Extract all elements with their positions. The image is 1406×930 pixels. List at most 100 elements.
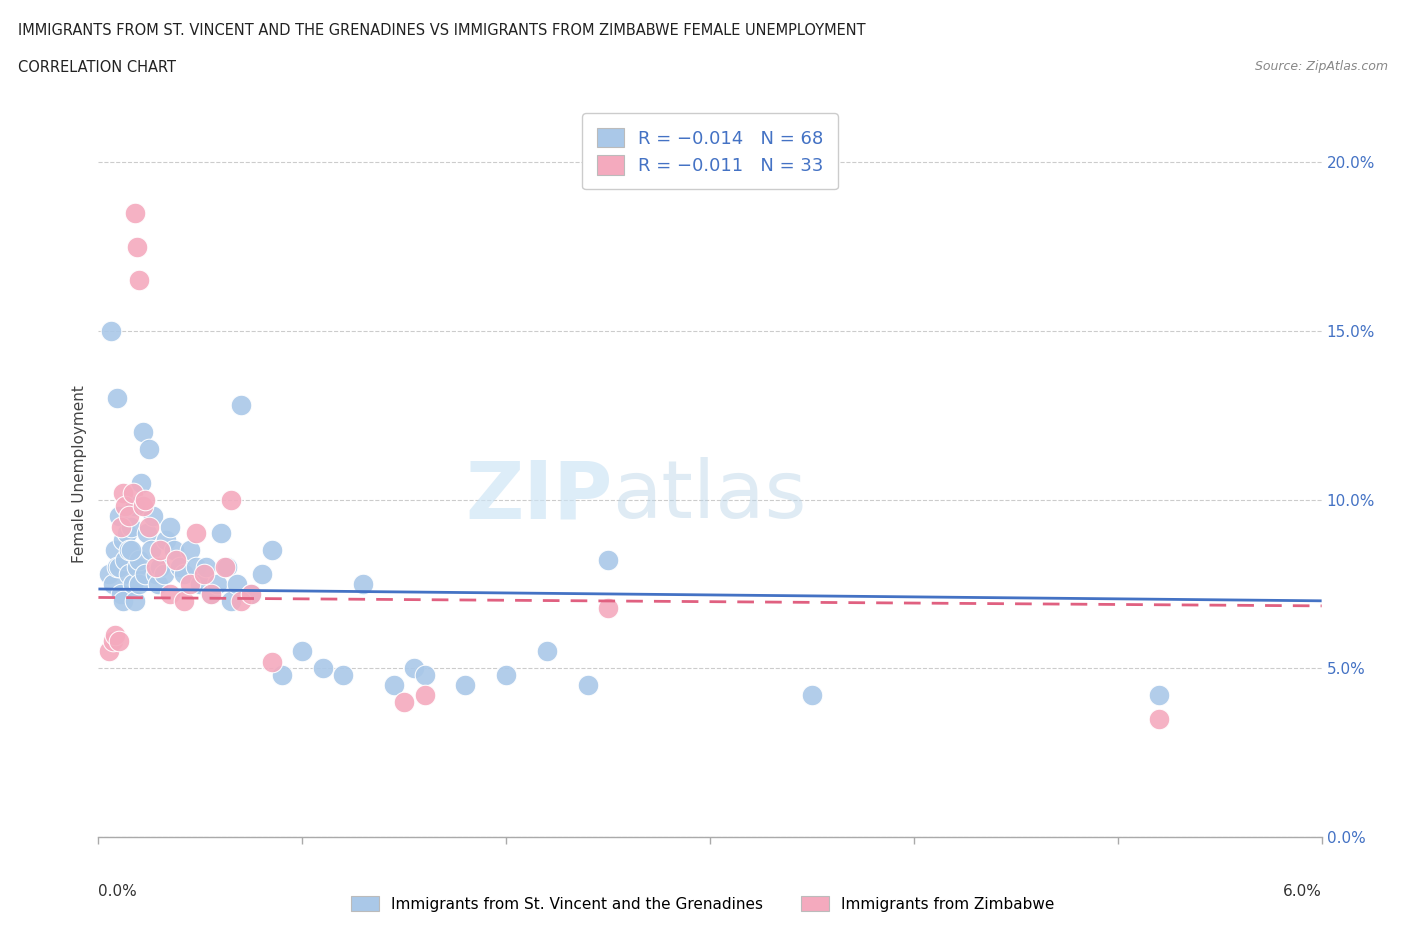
Point [97, 644, 120, 658]
Point [115, 525, 138, 540]
Text: CORRELATION CHART: CORRELATION CHART [18, 60, 176, 75]
Point [145, 566, 167, 581]
Point [193, 566, 215, 581]
Point [159, 519, 181, 534]
Point [159, 587, 181, 602]
Point [240, 587, 263, 602]
Point [141, 543, 163, 558]
Point [155, 533, 177, 548]
Text: Source: ZipAtlas.com: Source: ZipAtlas.com [1254, 60, 1388, 73]
Point [195, 560, 218, 575]
Point [128, 553, 150, 568]
Text: atlas: atlas [612, 457, 807, 535]
Point [122, 485, 145, 500]
Point [104, 627, 127, 642]
Point [97, 566, 120, 581]
Point [124, 593, 146, 608]
Point [229, 398, 253, 413]
Point [110, 587, 132, 602]
Point [111, 533, 134, 548]
Point [413, 668, 436, 683]
Point [215, 560, 238, 575]
Point [495, 668, 517, 683]
Point [122, 577, 145, 591]
Point [173, 593, 195, 608]
Point [352, 577, 374, 591]
Point [128, 577, 150, 591]
Point [226, 577, 249, 591]
Point [229, 593, 253, 608]
Point [163, 543, 186, 558]
Point [219, 492, 242, 507]
Point [219, 593, 242, 608]
Point [105, 391, 128, 405]
Point [108, 634, 131, 649]
Point [124, 206, 146, 220]
Point [250, 566, 273, 581]
Point [145, 560, 167, 575]
Point [1147, 711, 1170, 726]
Point [179, 543, 201, 558]
Point [240, 587, 263, 602]
Point [136, 525, 159, 540]
Point [132, 425, 155, 440]
Point [146, 577, 169, 591]
Point [205, 577, 228, 591]
Text: ZIP: ZIP [465, 457, 612, 535]
Point [118, 566, 141, 581]
Point [101, 577, 124, 591]
Point [120, 519, 142, 534]
Y-axis label: Female Unemployment: Female Unemployment [72, 385, 87, 564]
Point [118, 543, 141, 558]
Point [200, 587, 222, 602]
Point [101, 634, 124, 649]
Point [179, 577, 201, 591]
Point [392, 695, 416, 710]
Point [134, 566, 156, 581]
Point [404, 661, 426, 676]
Point [114, 498, 136, 513]
Text: 0.0%: 0.0% [98, 884, 138, 899]
Point [124, 498, 146, 513]
Point [138, 442, 160, 457]
Point [291, 644, 314, 658]
Point [260, 543, 283, 558]
Point [536, 644, 558, 658]
Point [129, 475, 152, 490]
Point [104, 543, 127, 558]
Point [209, 525, 232, 540]
Point [1147, 688, 1170, 703]
Point [270, 668, 292, 683]
Point [142, 509, 165, 524]
Point [149, 543, 172, 558]
Point [149, 560, 172, 575]
Point [118, 509, 141, 524]
Point [596, 600, 619, 615]
Point [127, 239, 149, 254]
Point [413, 688, 436, 703]
Point [186, 525, 208, 540]
Point [801, 688, 824, 703]
Point [188, 577, 212, 591]
Point [110, 519, 132, 534]
Point [120, 543, 142, 558]
Legend: R = −0.014   N = 68, R = −0.011   N = 33: R = −0.014 N = 68, R = −0.011 N = 33 [582, 113, 838, 190]
Point [596, 553, 619, 568]
Point [200, 587, 222, 602]
Legend: Immigrants from St. Vincent and the Grenadines, Immigrants from Zimbabwe: Immigrants from St. Vincent and the Gren… [346, 889, 1060, 918]
Text: 6.0%: 6.0% [1282, 884, 1322, 899]
Point [127, 560, 149, 575]
Point [128, 272, 150, 287]
Point [111, 485, 134, 500]
Point [105, 560, 128, 575]
Text: IMMIGRANTS FROM ST. VINCENT AND THE GRENADINES VS IMMIGRANTS FROM ZIMBABWE FEMAL: IMMIGRANTS FROM ST. VINCENT AND THE GREN… [18, 23, 866, 38]
Point [100, 324, 122, 339]
Point [114, 553, 136, 568]
Point [152, 566, 174, 581]
Point [260, 654, 283, 669]
Point [108, 509, 131, 524]
Point [214, 560, 236, 575]
Point [108, 560, 131, 575]
Point [132, 498, 155, 513]
Point [332, 668, 354, 683]
